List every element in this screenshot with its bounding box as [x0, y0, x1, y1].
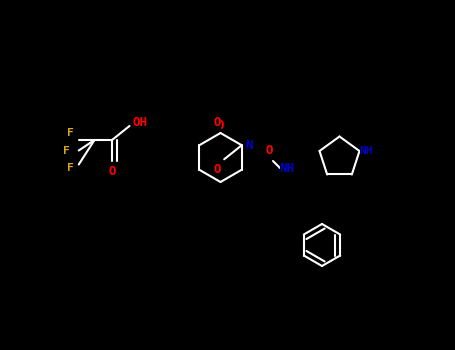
Text: O: O — [217, 119, 224, 133]
Text: F: F — [66, 163, 73, 173]
Text: NH: NH — [360, 146, 373, 156]
Text: F: F — [63, 146, 70, 155]
Text: N: N — [245, 139, 253, 152]
Text: O: O — [108, 165, 116, 178]
Text: F: F — [66, 128, 73, 138]
Text: O: O — [213, 163, 221, 176]
Text: O: O — [266, 144, 273, 157]
Text: NH: NH — [279, 161, 294, 175]
Text: OH: OH — [132, 116, 147, 129]
Text: O: O — [213, 116, 221, 129]
